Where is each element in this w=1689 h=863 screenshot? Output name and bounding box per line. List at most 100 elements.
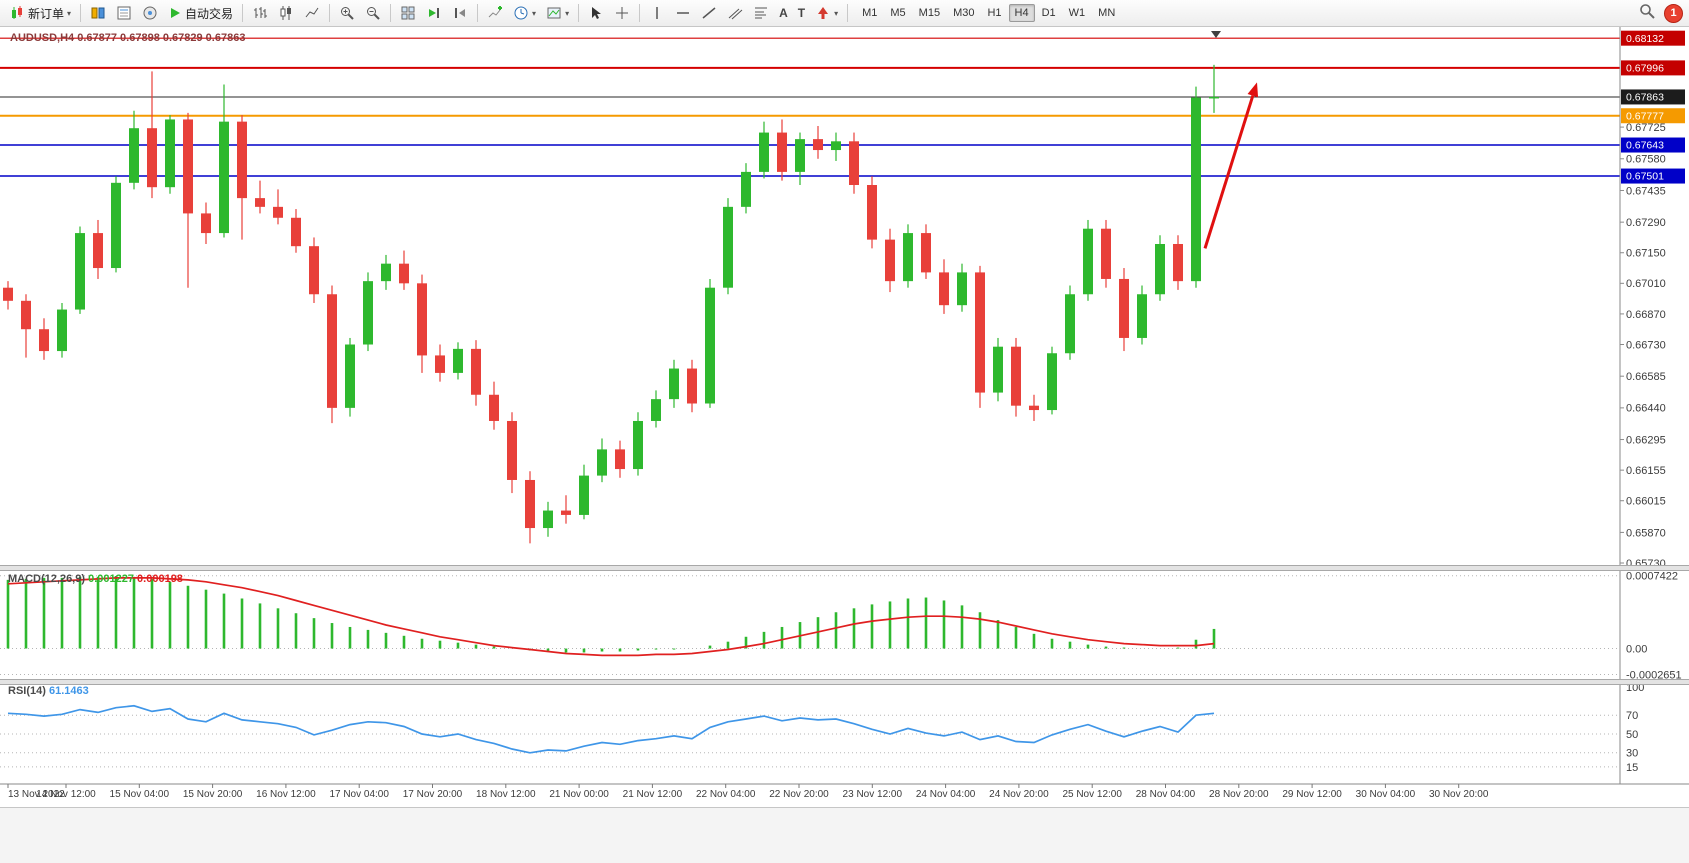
svg-text:22 Nov 04:00: 22 Nov 04:00 (696, 789, 756, 800)
macd-signal-line (7, 577, 1215, 657)
timeframe-M5[interactable]: M5 (890, 7, 906, 19)
arrow-objects-icon (815, 5, 831, 21)
add-indicator-icon (487, 5, 503, 21)
svg-text:28 Nov 04:00: 28 Nov 04:00 (1136, 789, 1196, 800)
trend-arrow-annotation[interactable] (1203, 82, 1259, 249)
fibonacci-tool-button[interactable] (748, 1, 774, 25)
text-label-tool-button[interactable]: T (793, 1, 810, 25)
zoom-out-button[interactable] (360, 1, 386, 25)
svg-text:30: 30 (1626, 748, 1638, 760)
navigator-button[interactable] (137, 1, 163, 25)
new-order-icon (9, 5, 25, 21)
trendline-icon (701, 5, 717, 21)
line-chart-type-button[interactable] (299, 1, 325, 25)
svg-text:16 Nov 12:00: 16 Nov 12:00 (256, 789, 316, 800)
svg-text:0.66730: 0.66730 (1626, 339, 1666, 351)
price-badge-0.68132 (1621, 30, 1685, 46)
text-label-icon: T (797, 6, 806, 20)
svg-text:0.65870: 0.65870 (1626, 527, 1666, 539)
svg-text:21 Nov 12:00: 21 Nov 12:00 (623, 789, 683, 800)
svg-text:0.67777: 0.67777 (1626, 110, 1664, 122)
svg-text:0.67435: 0.67435 (1626, 185, 1666, 197)
rsi-pane (0, 704, 1620, 768)
bar-chart-type-button[interactable] (247, 1, 273, 25)
price-badge-0.67501 (1621, 168, 1685, 184)
auto-trading-label: 自动交易 (185, 6, 234, 21)
auto-trading-button[interactable]: 自动交易 (163, 1, 238, 25)
cursor-icon (588, 5, 604, 21)
timeframe-M1[interactable]: M1 (862, 7, 878, 19)
pane-separator[interactable] (0, 565, 1689, 571)
svg-text:0.67996: 0.67996 (1626, 63, 1664, 75)
toolbar-separator (80, 4, 82, 22)
channel-tool-button[interactable] (722, 1, 748, 25)
timeframe-W1[interactable]: W1 (1068, 7, 1086, 19)
timeframe-D1[interactable]: D1 (1041, 7, 1056, 19)
line-chart-icon (304, 5, 320, 21)
search-icon[interactable] (1638, 2, 1656, 25)
tile-windows-icon (400, 5, 416, 21)
svg-text:14 Nov 12:00: 14 Nov 12:00 (36, 789, 96, 800)
svg-text:0.68132: 0.68132 (1626, 33, 1664, 45)
crosshair-tool-button[interactable] (609, 1, 635, 25)
pane-separator[interactable] (0, 679, 1689, 685)
price-axis[interactable]: 0.67725 0.67580 0.67435 0.67290 0.67150 0.670… (1619, 27, 1682, 784)
candlestick-chart-icon (278, 5, 294, 21)
price-level-lines[interactable] (0, 37, 1620, 177)
price-badges: 0.68132 0.67996 0.67863 0.67777 0.67643 0.675… (1621, 30, 1685, 184)
svg-text:50: 50 (1626, 729, 1638, 741)
arrows-tool-button[interactable]: ▾ (810, 1, 843, 25)
svg-text:13 Nov 2022: 13 Nov 2022 (8, 789, 65, 800)
tile-windows-button[interactable] (395, 1, 421, 25)
svg-text:0.67501: 0.67501 (1626, 171, 1664, 183)
toolbar-right-group: 1 (1638, 0, 1683, 26)
new-order-label: 新订单 (28, 6, 65, 21)
svg-text:24 Nov 04:00: 24 Nov 04:00 (916, 789, 976, 800)
svg-text:0.67725: 0.67725 (1626, 122, 1666, 134)
macd-pane (0, 575, 1620, 676)
notification-badge[interactable]: 1 (1664, 3, 1683, 23)
svg-text:23 Nov 12:00: 23 Nov 12:00 (843, 789, 903, 800)
periods-button[interactable]: ▾ (508, 1, 541, 25)
chart-shift-marker[interactable] (1211, 31, 1221, 38)
svg-text:0.67150: 0.67150 (1626, 248, 1666, 260)
chevron-down-icon: ▾ (565, 8, 570, 18)
trendline-tool-button[interactable] (696, 1, 722, 25)
svg-text:25 Nov 12:00: 25 Nov 12:00 (1062, 789, 1122, 800)
zoom-out-icon (365, 5, 381, 21)
text-tool-button[interactable]: A (774, 1, 793, 25)
timeframe-H4[interactable]: H4 (1008, 4, 1035, 22)
svg-text:0.67643: 0.67643 (1626, 140, 1664, 152)
crosshair-icon (614, 5, 630, 21)
timeframe-M30[interactable]: M30 (953, 7, 975, 19)
candlestick-type-button[interactable] (273, 1, 299, 25)
timeframe-H1[interactable]: H1 (987, 7, 1002, 19)
chart-shift-button[interactable] (447, 1, 473, 25)
templates-button[interactable]: ▾ (541, 1, 574, 25)
zoom-in-button[interactable] (334, 1, 360, 25)
market-watch-button[interactable] (85, 1, 111, 25)
equidistant-channel-icon (727, 5, 743, 21)
vertical-line-tool-button[interactable] (644, 1, 670, 25)
cursor-tool-button[interactable] (583, 1, 609, 25)
auto-scroll-button[interactable] (421, 1, 447, 25)
timeframe-M15[interactable]: M15 (918, 7, 941, 19)
data-window-button[interactable] (111, 1, 137, 25)
chart-window[interactable]: 0.67725 0.67580 0.67435 0.67290 0.67150 0.670… (0, 27, 1689, 807)
price-badge-0.67777 (1621, 108, 1685, 124)
svg-text:0.66870: 0.66870 (1626, 309, 1666, 321)
chevron-down-icon: ▾ (532, 8, 537, 18)
clock-icon (513, 5, 529, 21)
timeframe-MN[interactable]: MN (1098, 7, 1116, 19)
new-order-button[interactable]: 新订单 ▾ (4, 1, 76, 25)
horizontal-line-tool-button[interactable] (670, 1, 696, 25)
svg-text:0.66155: 0.66155 (1626, 465, 1666, 477)
indicators-button[interactable] (482, 1, 508, 25)
svg-text:70: 70 (1626, 710, 1638, 722)
price-chart-canvas[interactable]: 0.67725 0.67580 0.67435 0.67290 0.67150 0.670… (0, 27, 1689, 807)
svg-text:0.66585: 0.66585 (1626, 371, 1666, 383)
svg-text:30 Nov 04:00: 30 Nov 04:00 (1356, 789, 1416, 800)
svg-text:21 Nov 00:00: 21 Nov 00:00 (549, 789, 609, 800)
svg-text:-0.0002651: -0.0002651 (1626, 669, 1682, 681)
